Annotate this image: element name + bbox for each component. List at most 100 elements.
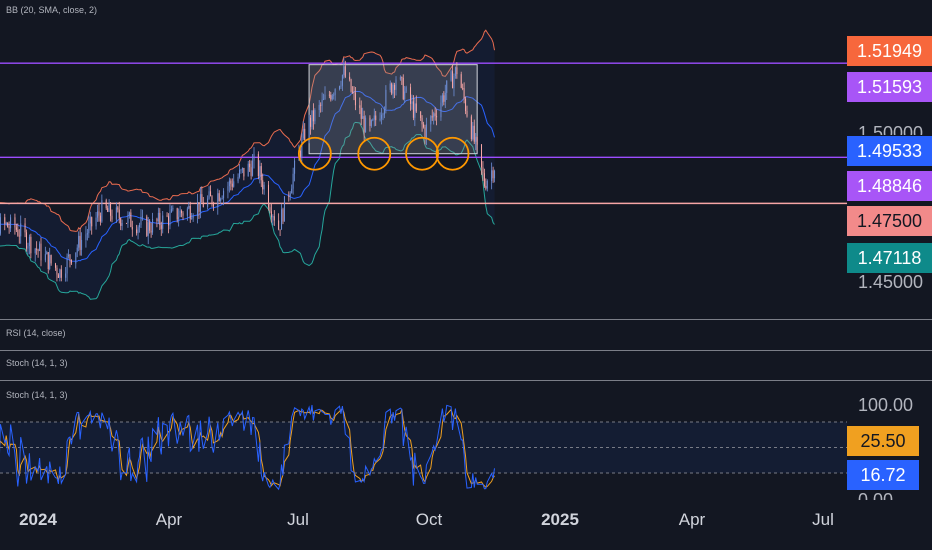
candle-body bbox=[446, 80, 448, 93]
candle-body bbox=[310, 117, 312, 127]
candle-body bbox=[149, 222, 151, 231]
candle-body bbox=[267, 184, 270, 208]
candle-body bbox=[218, 193, 220, 202]
bb-upper-line bbox=[0, 29, 495, 232]
bottom-marker-circle bbox=[297, 136, 332, 171]
candle-body bbox=[279, 229, 281, 231]
bb-basis-line bbox=[0, 90, 495, 262]
candle-body bbox=[243, 167, 245, 177]
candle-body bbox=[146, 216, 148, 236]
pane-separator[interactable] bbox=[0, 380, 932, 381]
candle-body bbox=[192, 215, 194, 219]
candle-body bbox=[182, 213, 184, 216]
candle-body bbox=[231, 183, 233, 187]
candle-body bbox=[30, 236, 32, 254]
candle-body bbox=[130, 212, 132, 227]
candle-body bbox=[162, 215, 164, 229]
candle-body bbox=[120, 218, 122, 226]
candle-body bbox=[436, 116, 438, 118]
candle-body bbox=[78, 235, 80, 248]
candle-body bbox=[320, 104, 322, 106]
candle-body bbox=[65, 273, 67, 278]
candle-body bbox=[198, 202, 200, 212]
pane-separator[interactable] bbox=[0, 319, 932, 320]
candle-body bbox=[168, 216, 170, 226]
time-label-jul: Jul bbox=[287, 510, 309, 529]
candle-body bbox=[301, 138, 303, 157]
candle-body bbox=[46, 252, 48, 255]
candle-body bbox=[263, 184, 265, 190]
candle-body bbox=[66, 256, 68, 274]
candle-body bbox=[110, 203, 112, 216]
time-label-jul-2025: Jul bbox=[812, 510, 834, 529]
pane-separator[interactable] bbox=[0, 350, 932, 351]
candle-body bbox=[404, 91, 406, 100]
candle-body bbox=[483, 173, 485, 186]
candle-body bbox=[370, 120, 372, 126]
candle-body bbox=[137, 227, 139, 234]
candle-body bbox=[414, 103, 416, 118]
candle-body bbox=[101, 200, 103, 222]
candle-body bbox=[492, 170, 494, 179]
rsi-indicator-label[interactable]: RSI (14, close) bbox=[6, 328, 66, 338]
candle-body bbox=[430, 116, 432, 125]
candle-body bbox=[85, 234, 87, 241]
time-label-apr: Apr bbox=[155, 510, 183, 529]
candle-body bbox=[291, 188, 293, 194]
candle-body bbox=[140, 217, 142, 225]
candle-body bbox=[49, 255, 51, 269]
candle-body bbox=[341, 75, 343, 86]
candle-body bbox=[5, 222, 7, 224]
price-tag-bb-upper: 1.51949 bbox=[847, 36, 932, 66]
bottom-marker-circle bbox=[405, 136, 439, 171]
stoch-indicator-label[interactable]: Stoch (14, 1, 3) bbox=[6, 358, 68, 368]
candle-body bbox=[338, 86, 341, 90]
candle-body bbox=[28, 236, 30, 247]
candle-body bbox=[91, 217, 93, 227]
candle-body bbox=[425, 124, 427, 139]
bb-indicator-label[interactable]: BB (20, SMA, close, 2) bbox=[6, 5, 98, 15]
candle-body bbox=[463, 88, 465, 99]
candle-body bbox=[394, 84, 396, 90]
stoch-axis-bottom-partial: 0.00 bbox=[858, 490, 894, 500]
bottom-marker-circle bbox=[357, 136, 392, 171]
candle-body bbox=[365, 117, 367, 133]
candle-body bbox=[99, 215, 101, 222]
candle-body bbox=[330, 94, 332, 100]
candle-body bbox=[340, 85, 342, 87]
candle-body bbox=[97, 211, 99, 218]
candle-body bbox=[334, 89, 336, 95]
candle-body bbox=[473, 125, 475, 142]
stoch-k-line bbox=[0, 404, 495, 491]
candle-body bbox=[15, 227, 17, 230]
candle-body bbox=[262, 180, 264, 190]
candle-body bbox=[289, 193, 291, 197]
candle-body bbox=[324, 94, 326, 99]
candle-body bbox=[208, 191, 210, 199]
candle-body bbox=[352, 91, 354, 93]
stoch-pane bbox=[0, 404, 847, 491]
stoch-axis-top: 100.00 bbox=[858, 395, 914, 415]
candle-body bbox=[233, 181, 235, 187]
candle-body bbox=[18, 235, 20, 237]
candle-body bbox=[359, 105, 361, 108]
candle-body bbox=[385, 89, 387, 109]
candle-body bbox=[136, 229, 138, 234]
candle-body bbox=[350, 79, 352, 92]
candle-body bbox=[105, 200, 107, 209]
candle-body bbox=[480, 144, 483, 168]
candle-body bbox=[485, 185, 487, 189]
candle-body bbox=[118, 209, 120, 219]
candle-body bbox=[247, 163, 249, 177]
stoch-indicator-label-2[interactable]: Stoch (14, 1, 3) bbox=[6, 390, 68, 400]
candle-body bbox=[494, 170, 496, 179]
candle-body bbox=[304, 128, 306, 140]
candle-body bbox=[47, 252, 49, 269]
candle-body bbox=[88, 223, 90, 234]
candle-body bbox=[40, 243, 42, 261]
candle-body bbox=[257, 153, 259, 176]
candle-body bbox=[308, 117, 310, 140]
candle-body bbox=[282, 209, 284, 222]
candle-body bbox=[411, 101, 413, 104]
